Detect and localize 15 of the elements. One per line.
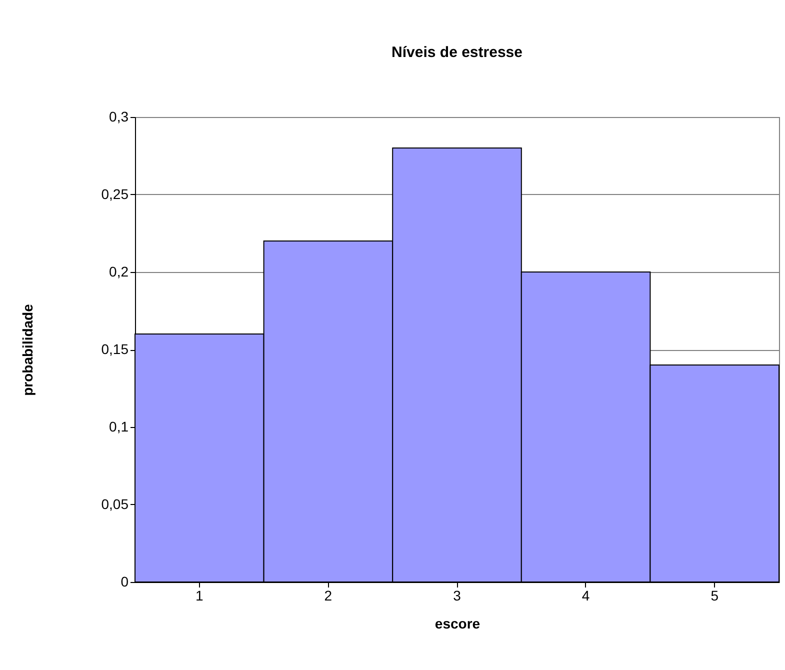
y-tick-label: 0,3 [109,108,129,124]
x-tick-label: 3 [453,588,462,604]
y-tick-label: 0,05 [101,496,129,512]
y-tick-label: 0,25 [101,186,129,202]
x-tick-label: 2 [324,588,332,604]
y-tick-label: 0,2 [109,264,129,280]
y-tick-label: 0,1 [109,418,129,434]
x-axis-title: escore [434,616,480,632]
y-tick-label: 0 [120,574,129,590]
x-tick-label: 1 [196,588,204,604]
y-axis-title: probabilidade [20,304,36,396]
y-tick-label: 0,15 [101,341,129,357]
x-tick-label: 5 [710,588,719,604]
x-tick-label: 4 [582,588,590,604]
chart-title: Níveis de estresse [392,44,522,61]
